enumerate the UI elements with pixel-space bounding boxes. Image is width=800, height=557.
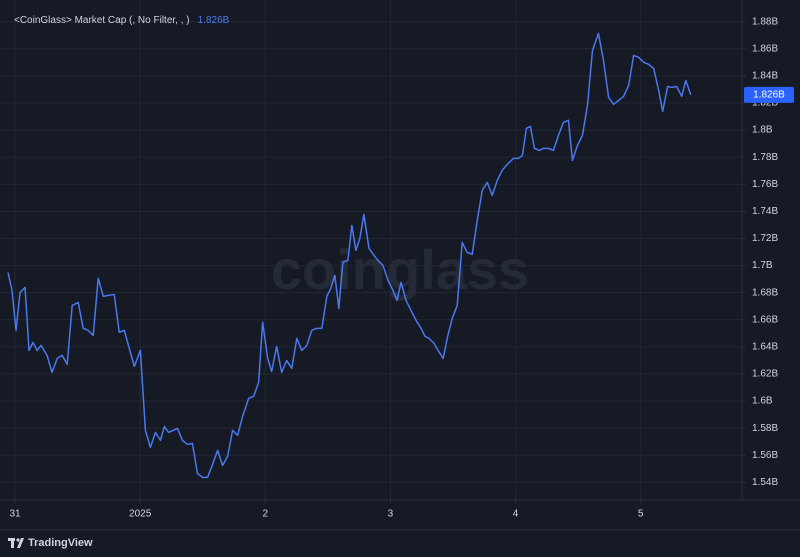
watermark: coinglass [271,238,529,301]
y-tick-label: 1.58B [752,423,778,434]
y-tick-label: 1.64B [752,342,778,353]
title-value: 1.826B [198,15,230,26]
data-line [7,32,692,479]
last-value-tag [744,86,794,103]
y-tick-label: 1.74B [752,206,778,217]
x-tick-label: 5 [638,509,644,520]
y-tick-label: 1.62B [752,369,778,380]
y-tick-label: 1.88B [752,16,778,27]
title-text: <CoinGlass> Market Cap (, No Filter, , ) [14,15,190,26]
y-tick-label: 1.7B [752,260,773,271]
y-tick-label: 1.76B [752,179,778,190]
x-tick-label: 2 [262,509,268,520]
plot [7,32,692,479]
y-tick-label: 1.84B [752,71,778,82]
y-tick-label: 1.8B [752,125,773,136]
last-value-label: 1.826B [753,89,785,100]
x-tick-label: 4 [513,509,519,520]
y-tick-label: 1.86B [752,43,778,54]
y-tick-label: 1.6B [752,396,773,407]
y-tick-label: 1.78B [752,152,778,163]
x-tick-label: 2025 [129,509,152,520]
x-tick-label: 31 [9,509,21,520]
y-tick-label: 1.54B [752,477,778,488]
x-tick-label: 3 [388,509,394,520]
chart-title: <CoinGlass> Market Cap (, No Filter, , )… [14,15,230,26]
tradingview-logo [8,538,24,548]
footer-brand: TradingView [28,537,93,549]
y-tick-label: 1.68B [752,287,778,298]
y-tick-label: 1.66B [752,314,778,325]
grid [0,0,742,500]
y-tick-label: 1.56B [752,450,778,461]
y-tick-label: 1.72B [752,233,778,244]
y-tick-label: 1.82B [752,98,778,109]
